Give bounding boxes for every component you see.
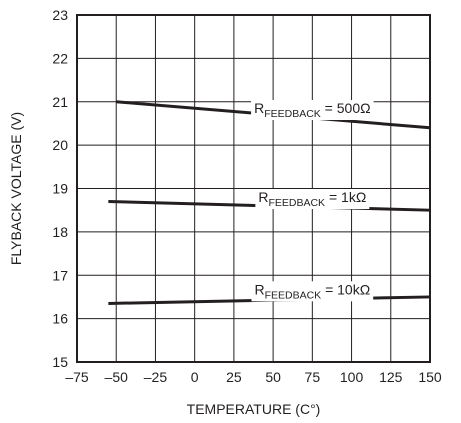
plot-frame (76, 14, 431, 363)
series-label-background (251, 100, 374, 121)
grid-lines (77, 15, 430, 362)
y-tick-label: 19 (52, 181, 68, 197)
series-label: RFEEDBACK = 1kΩ (258, 189, 366, 209)
y-tick-label: 16 (52, 311, 68, 327)
x-tick-label: –50 (105, 369, 129, 385)
x-tick-label: –25 (144, 369, 168, 385)
x-tick-labels: –75 –50 –25 0 25 50 75 100 125 150 (65, 369, 442, 385)
x-tick-label: 150 (418, 369, 442, 385)
y-tick-label: 21 (52, 94, 68, 110)
series-label-background (251, 281, 374, 302)
y-tick-label: 18 (52, 224, 68, 240)
series-label: RFEEDBACK = 500Ω (254, 100, 371, 120)
series-label-background (255, 189, 370, 210)
x-tick-label: 100 (340, 369, 364, 385)
x-tick-label: –75 (65, 369, 89, 385)
x-tick-label: 125 (379, 369, 403, 385)
y-tick-labels: 15 16 17 18 19 20 21 22 23 (52, 7, 68, 370)
x-tick-label: 50 (265, 369, 281, 385)
y-tick-label: 20 (52, 137, 68, 153)
x-tick-label: 75 (305, 369, 321, 385)
x-tick-label: 25 (226, 369, 242, 385)
y-tick-label: 23 (52, 7, 68, 23)
y-axis-title: FLYBACK VOLTAGE (V) (8, 112, 24, 265)
y-tick-label: 22 (52, 50, 68, 66)
series-labels: RFEEDBACK = 500Ω RFEEDBACK = 1kΩ RFEEDBACK… (251, 100, 374, 302)
y-tick-label: 17 (52, 267, 68, 283)
y-tick-label: 15 (52, 354, 68, 370)
x-axis-title: TEMPERATURE (C°) (187, 401, 321, 417)
x-tick-label: 0 (191, 369, 199, 385)
series-label: RFEEDBACK = 10kΩ (254, 281, 370, 301)
